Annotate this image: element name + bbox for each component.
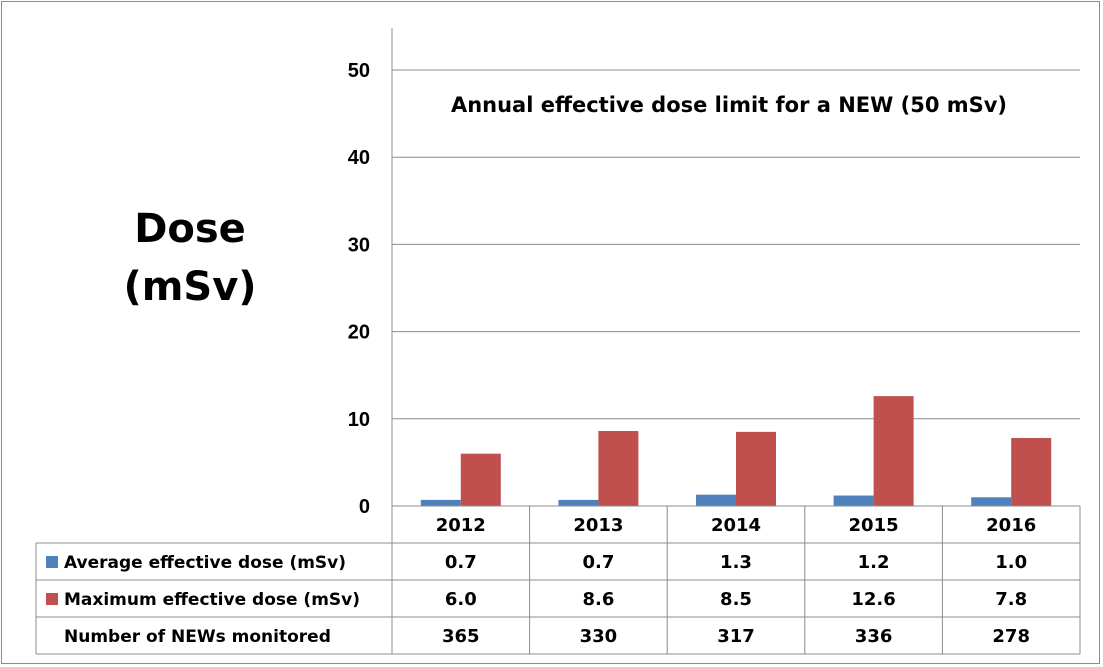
y-tick-label: 20 [348, 322, 370, 344]
data-label: 330 [580, 626, 618, 647]
data-label: 8.6 [582, 589, 614, 610]
legend-swatch [46, 556, 58, 568]
data-label: 0.7 [582, 552, 614, 573]
bar-average [420, 499, 461, 506]
bar-average [833, 495, 874, 506]
y-tick-label: 50 [348, 60, 370, 82]
legend-label: Average effective dose (mSv) [64, 553, 346, 573]
data-label: 6.0 [445, 589, 477, 610]
y-axis-label: Dose (mSv) [100, 200, 280, 316]
bar-average [696, 494, 736, 506]
data-label: 12.6 [851, 589, 895, 610]
data-label: 1.3 [720, 552, 752, 573]
legend-label: Number of NEWs monitored [64, 627, 331, 647]
data-label: 365 [442, 626, 480, 647]
y-axis-label-line-1: Dose [134, 206, 246, 252]
bar-maximum [598, 431, 639, 506]
data-table: 2012 2013 2014 2015 2016 Average effective do… [35, 505, 1081, 655]
bar-maximum [736, 431, 776, 506]
y-tick-label: 40 [348, 147, 370, 169]
bar-average [558, 499, 599, 506]
dose-limit-annotation: Annual effective dose limit for a NEW (5… [451, 93, 1007, 117]
y-tick-label: 10 [348, 409, 370, 431]
x-tick-label: 2013 [573, 515, 623, 536]
data-label: 336 [855, 626, 893, 647]
y-tick-label: 0 [359, 496, 370, 518]
data-label: 7.8 [995, 589, 1027, 610]
x-tick-label: 2015 [849, 515, 899, 536]
y-tick-labels: 0 10 20 30 40 50 [348, 60, 370, 518]
data-label: 1.0 [995, 552, 1027, 573]
bar-maximum [1011, 437, 1052, 506]
bar-average [971, 497, 1012, 506]
legend-label: Maximum effective dose (mSv) [64, 590, 360, 610]
data-label: 8.5 [720, 589, 752, 610]
data-label: 0.7 [445, 552, 477, 573]
bars [420, 396, 1052, 506]
x-tick-label: 2014 [711, 515, 761, 536]
x-tick-label: 2012 [436, 515, 486, 536]
x-tick-label: 2016 [986, 515, 1036, 536]
data-label: 317 [717, 626, 755, 647]
bar-maximum [873, 396, 914, 506]
data-label: 278 [992, 626, 1030, 647]
legend-swatch [46, 593, 58, 605]
y-tick-label: 30 [348, 234, 370, 256]
bar-maximum [460, 453, 501, 506]
y-axis-label-line-2: (mSv) [123, 264, 257, 310]
data-label: 1.2 [858, 552, 890, 573]
